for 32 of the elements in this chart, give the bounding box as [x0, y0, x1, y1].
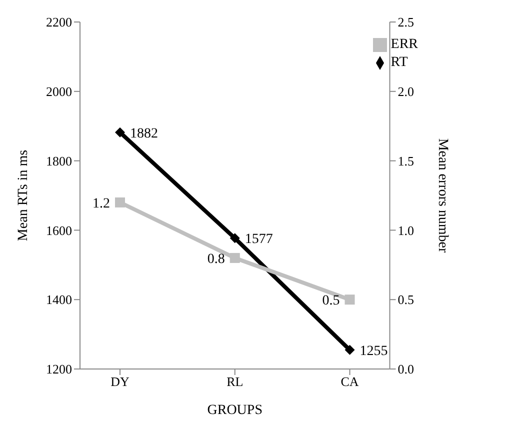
y-tick-label: 2000: [46, 84, 72, 100]
y2-tick-label: 2.5: [398, 14, 414, 30]
y2-tick-label: 0.5: [398, 292, 414, 308]
y2-tick-label: 0.0: [398, 362, 414, 377]
data-label: 1882: [130, 126, 158, 142]
data-label: 0.8: [207, 252, 225, 267]
data-label: 1255: [360, 344, 388, 359]
data-label: 1.2: [92, 196, 110, 212]
y-tick-label: 1400: [46, 292, 72, 308]
x-tick-label: DY: [110, 374, 130, 390]
y2-axis-title: Mean errors number: [434, 138, 450, 253]
y2-tick-label: 1.5: [398, 153, 414, 168]
y2-tick-label: 2.0: [398, 84, 414, 100]
point: [344, 344, 355, 355]
y-axis-title: Mean RTs in ms: [16, 150, 31, 242]
y-tick-label: 1600: [46, 222, 72, 238]
x-axis-title: GROUPS: [207, 403, 263, 418]
legend-label: ERR: [390, 37, 418, 52]
point: [115, 127, 125, 138]
y-tick-label: 1800: [46, 153, 72, 168]
point: [230, 233, 240, 244]
legend-label: RT: [390, 55, 408, 70]
point: [115, 197, 125, 208]
data-label: 1577: [244, 232, 273, 248]
point: [344, 294, 355, 305]
y-tick-label: 2200: [46, 14, 72, 30]
x-tick-label: RL: [226, 374, 244, 390]
point: [230, 252, 240, 263]
x-tick-label: CA: [340, 374, 360, 390]
data-label: 0.5: [322, 294, 340, 309]
y-tick-label: 1200: [46, 362, 72, 377]
y2-tick-label: 1.0: [398, 222, 414, 238]
